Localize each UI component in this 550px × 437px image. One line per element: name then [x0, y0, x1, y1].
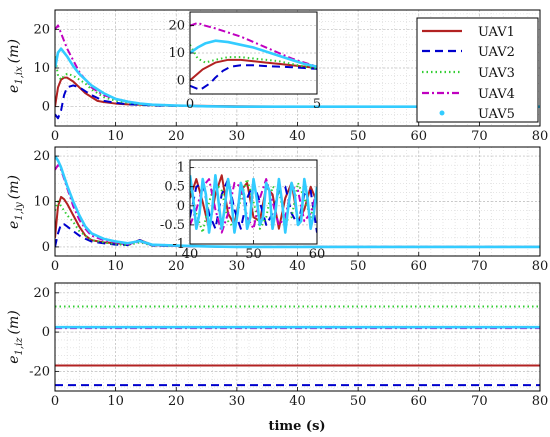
bottom-xlabel: time (s): [268, 419, 325, 434]
legend-box: [416, 17, 539, 123]
middle-xtick-label: 10: [107, 259, 124, 274]
middle-line-uav3: [55, 200, 540, 248]
middle-ytick-label: 0: [42, 240, 50, 255]
middle-xtick-label: 50: [350, 259, 367, 274]
middle-inset-line-uav3: [190, 178, 317, 234]
top-xtick-label: 30: [229, 129, 246, 144]
top-ytick-label: 0: [42, 100, 50, 115]
top-inset-frame-group: 0 5 0 10 20: [168, 11, 321, 112]
top-inset-axes: [189, 12, 318, 94]
bottom-xtick-label: 80: [532, 394, 549, 409]
middle-series-group: [55, 155, 540, 249]
top-xtick-label: 20: [168, 129, 185, 144]
top-series-group: [55, 24, 540, 120]
legend-label-uav1: UAV1: [478, 25, 515, 40]
top-inset-line-uav5: [190, 39, 317, 68]
top-ytick-label: 20: [33, 22, 50, 37]
top-inset-series-group: [190, 21, 317, 91]
legend-label-uav4: UAV4: [478, 87, 515, 102]
middle-inset-ytick-label: -1: [172, 237, 185, 252]
middle-xtick-label: 80: [532, 259, 549, 274]
middle-xtick-label: 0: [51, 259, 59, 274]
middle-line-uav5: [55, 155, 540, 249]
bottom-xtick-label: 10: [107, 394, 124, 409]
middle-xtick-label: 20: [168, 259, 185, 274]
top-inset-line-uav1: [190, 58, 317, 82]
top-ylabel: e1,ix(m): [6, 39, 25, 93]
middle-line-uav2: [55, 223, 540, 248]
middle-inset-ytick-label: -0.5: [160, 218, 185, 233]
legend: UAV1 UAV2 UAV3 UAV4 UAV5: [416, 17, 539, 123]
top-xtick-label: 80: [532, 129, 549, 144]
bottom-xtick-label: 60: [410, 394, 427, 409]
top-ytick-label: 10: [33, 61, 50, 76]
middle-inset-series-group: [190, 173, 317, 234]
middle-ytick-label: 10: [33, 195, 50, 210]
top-xtick-label: 70: [471, 129, 488, 144]
middle-ylabel: e1,iy(m): [6, 175, 25, 229]
middle-inset-ytick-label: 0.5: [164, 180, 185, 195]
top-inset-plot-area: [190, 12, 317, 94]
bottom-xtick-label: 30: [229, 394, 246, 409]
top-inset-line-uav2: [190, 64, 317, 91]
middle-inset-xtick-label: 60: [309, 247, 326, 262]
legend-label-uav2: UAV2: [478, 45, 515, 60]
bottom-xtick-label: 20: [168, 394, 185, 409]
bottom-xtick-label: 0: [51, 394, 59, 409]
top-inset-ytick-label: 10: [168, 46, 185, 61]
top-xtick-label: 0: [51, 129, 59, 144]
bottom-axes: [54, 283, 541, 391]
top-xtick-label: 10: [107, 129, 124, 144]
middle-inset-xtick-label: 40: [182, 247, 199, 262]
bottom-ytick-label: 0: [42, 325, 50, 340]
bottom-ylabel: e1,iz(m): [6, 310, 25, 364]
bottom-xtick-label: 50: [350, 394, 367, 409]
top-inset-xtick-label: 0: [186, 97, 194, 112]
middle-inset-frame-group: 40 50 60 -1 -0.5 0 0.5 1: [160, 159, 326, 262]
bottom-xtick-label: 70: [471, 394, 488, 409]
top-xtick-label: 60: [410, 129, 427, 144]
middle-inset-ytick-label: 0: [177, 199, 185, 214]
top-inset-ytick-label: 20: [168, 19, 185, 34]
bottom-xtick-label: 40: [289, 394, 306, 409]
middle-xtick-label: 60: [410, 259, 427, 274]
top-line-uav5: [55, 47, 540, 108]
top-xtick-label: 40: [289, 129, 306, 144]
bottom-ytick-label: 20: [33, 286, 50, 301]
middle-xtick-label: 40: [289, 259, 306, 274]
middle-ytick-label: 20: [33, 149, 50, 164]
top-inset-xtick-label: 5: [313, 97, 321, 112]
legend-swatch-uav5: [439, 110, 445, 116]
top-xtick-label: 50: [350, 129, 367, 144]
top-inset-line-uav3: [190, 44, 317, 70]
legend-label-uav3: UAV3: [478, 66, 515, 81]
middle-xtick-label: 30: [229, 259, 246, 274]
middle-inset-line-uav4: [190, 178, 317, 234]
middle-inset-ytick-label: 1: [177, 161, 185, 176]
bottom-ytick-label: -20: [29, 364, 50, 379]
bottom-series-group: [55, 305, 540, 387]
top-inset-ytick-label: 0: [177, 73, 185, 88]
middle-inset-xtick-label: 50: [245, 247, 262, 262]
legend-label-uav5: UAV5: [478, 107, 515, 122]
middle-inset-line-uav5: [190, 173, 317, 234]
middle-xtick-label: 70: [471, 259, 488, 274]
